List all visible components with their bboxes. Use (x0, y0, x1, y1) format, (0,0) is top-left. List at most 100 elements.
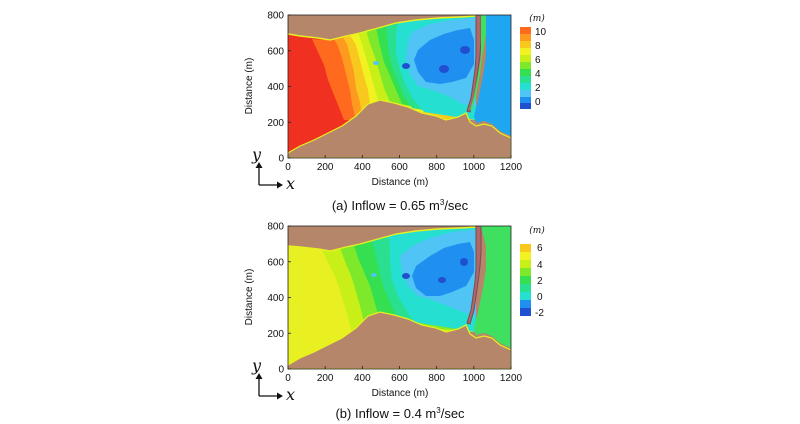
colorbar-b-tick-minus2: -2 (535, 308, 544, 319)
colorbar-b-swatch-1 (520, 244, 531, 252)
panel-a-x-tick-label-1: 200 (317, 162, 334, 173)
panel-b-caption: (b) Inflow = 0.4 m3/sec (335, 406, 465, 421)
panel-a-y-tick-label-2: 400 (267, 82, 284, 93)
panel-b-x-tick-label-1: 200 (317, 373, 334, 384)
panel-b-x-axis-title: Distance (m) (372, 388, 429, 399)
panel-a-y-ticks: 0 200 400 600 800 (267, 11, 291, 165)
panel-a-coordinate-indicator: y x (251, 145, 295, 193)
colorbar-a-swatch-12 (520, 103, 531, 109)
panel-a-deep-spot-3 (460, 46, 470, 54)
panel-b-outlet-region (474, 226, 511, 348)
panel-a-outlet-region (474, 15, 511, 136)
panel-b-x-tick-label-3: 600 (391, 373, 408, 384)
colorbar-a-swatch-6 (520, 62, 531, 69)
panel-b-lower-terrain (288, 311, 511, 369)
panel-b-channel (466, 226, 482, 325)
panel-a-y-tick-label-4: 800 (267, 11, 284, 22)
panel-a-x-tick-label-3: 600 (391, 162, 408, 173)
panel-a-x-axis-title: Distance (m) (372, 177, 429, 188)
panel-b-y-tick-label-4: 800 (267, 222, 284, 233)
colorbar-a-swatch-2 (520, 34, 531, 41)
panel-a-coord-y-arrowhead (255, 162, 263, 168)
panel-a-x-ticks: 0 200 400 600 800 1000 1200 (285, 155, 523, 173)
colorbar-a-swatch-9 (520, 83, 531, 90)
panel-a-lower-terrain (288, 99, 511, 158)
panel-a: 0 200 400 600 800 1000 1200 0 200 400 600 800 Dist… (244, 11, 547, 214)
panel-b-colorbar (520, 244, 531, 316)
panel-a-upper-boundary (288, 15, 477, 41)
panel-a-x-tick-label-5: 1000 (463, 162, 486, 173)
panel-b-y-tick-label-3: 600 (267, 257, 284, 268)
panel-b-deep-spot-2 (438, 277, 446, 283)
colorbar-b-tick-0: 0 (537, 292, 543, 303)
panel-a-x-tick-label-0: 0 (285, 162, 291, 173)
panel-a-deep-spot-1 (402, 63, 410, 69)
panel-b-coordinate-indicator: y x (251, 356, 295, 404)
colorbar-b-swatch-6 (520, 284, 531, 292)
panel-a-y-tick-label-0: 0 (278, 154, 284, 165)
colorbar-b-tick-2: 2 (537, 276, 543, 287)
panel-b-coord-x-label: x (286, 385, 295, 404)
colorbar-a-tick-8: 8 (535, 41, 541, 52)
panel-a-band-blue (414, 28, 474, 84)
colorbar-b-tick-4: 4 (537, 260, 543, 271)
panel-b-y-tick-label-0: 0 (278, 365, 284, 376)
panel-a-x-tick-label-4: 800 (428, 162, 445, 173)
panel-a-y-tick-label-1: 200 (267, 118, 284, 129)
panel-b-band-blue (412, 242, 474, 296)
panel-a-caption-prefix: (a) Inflow = 0.65 m (332, 198, 440, 213)
colorbar-a-tick-4: 4 (535, 69, 541, 80)
panel-a-colorbar-unit: (m) (529, 13, 545, 24)
colorbar-a-swatch-3 (520, 41, 531, 48)
panel-b-x-ticks: 0 200 400 600 800 1000 1200 (285, 366, 523, 384)
colorbar-a-tick-0: 0 (535, 97, 541, 108)
panel-b-upper-boundary (288, 226, 477, 252)
panel-b-deep-spot-3 (460, 258, 468, 266)
colorbar-a-swatch-5 (520, 55, 531, 62)
panel-b-x-tick-label-5: 1000 (463, 373, 486, 384)
panel-b-small-spot (371, 273, 377, 277)
panel-a-x-tick-label-6: 1200 (500, 162, 523, 173)
panel-a-coord-y-label: y (251, 145, 262, 164)
panel-b-colorbar-unit: (m) (529, 225, 545, 236)
panel-a-coord-x-arrowhead (277, 181, 283, 189)
panel-a-y-axis-title: Distance (m) (244, 58, 255, 115)
panel-a-x-tick-label-2: 400 (354, 162, 371, 173)
panel-b-coord-x-arrowhead (277, 392, 283, 400)
colorbar-a-tick-10: 10 (535, 27, 547, 38)
panel-a-colorbar (520, 27, 531, 109)
panel-b-deep-spot-1 (402, 273, 410, 279)
panel-a-y-tick-label-3: 600 (267, 46, 284, 57)
panel-b-caption-suffix: /sec (441, 406, 465, 421)
panel-b-y-tick-label-2: 400 (267, 293, 284, 304)
panel-a-small-spot (373, 61, 379, 65)
panel-a-channel-green (470, 15, 486, 110)
colorbar-b-swatch-7 (520, 292, 531, 300)
panel-a-channel (466, 15, 482, 113)
colorbar-a-swatch-11 (520, 97, 531, 103)
panel-b-x-tick-label-6: 1200 (500, 373, 523, 384)
colorbar-b-swatch-8 (520, 300, 531, 308)
panel-b-x-tick-label-0: 0 (285, 373, 291, 384)
panel-b-caption-prefix: (b) Inflow = 0.4 m (335, 406, 436, 421)
panel-a-caption-suffix: /sec (444, 198, 468, 213)
panel-b-x-tick-label-4: 800 (428, 373, 445, 384)
colorbar-b-swatch-4 (520, 268, 531, 276)
colorbar-a-swatch-1 (520, 27, 531, 34)
panel-a-deep-spot-2 (439, 65, 449, 73)
panel-b-caption-sup: 3 (436, 406, 441, 415)
panel-b-y-tick-label-1: 200 (267, 329, 284, 340)
colorbar-b-swatch-2 (520, 252, 531, 260)
panel-b-x-tick-label-2: 400 (354, 373, 371, 384)
panel-b: 0 200 400 600 800 1000 1200 0 200 400 600 800 Dist… (244, 222, 545, 422)
colorbar-a-swatch-7 (520, 69, 531, 76)
panel-b-coord-y-label: y (251, 356, 262, 375)
panel-b-plot-area (288, 226, 511, 369)
colorbar-a-tick-6: 6 (535, 55, 541, 66)
colorbar-b-swatch-3 (520, 260, 531, 268)
panel-b-y-ticks: 0 200 400 600 800 (267, 222, 291, 376)
colorbar-a-tick-2: 2 (535, 83, 541, 94)
colorbar-a-swatch-4 (520, 48, 531, 55)
colorbar-b-tick-6: 6 (537, 243, 543, 254)
